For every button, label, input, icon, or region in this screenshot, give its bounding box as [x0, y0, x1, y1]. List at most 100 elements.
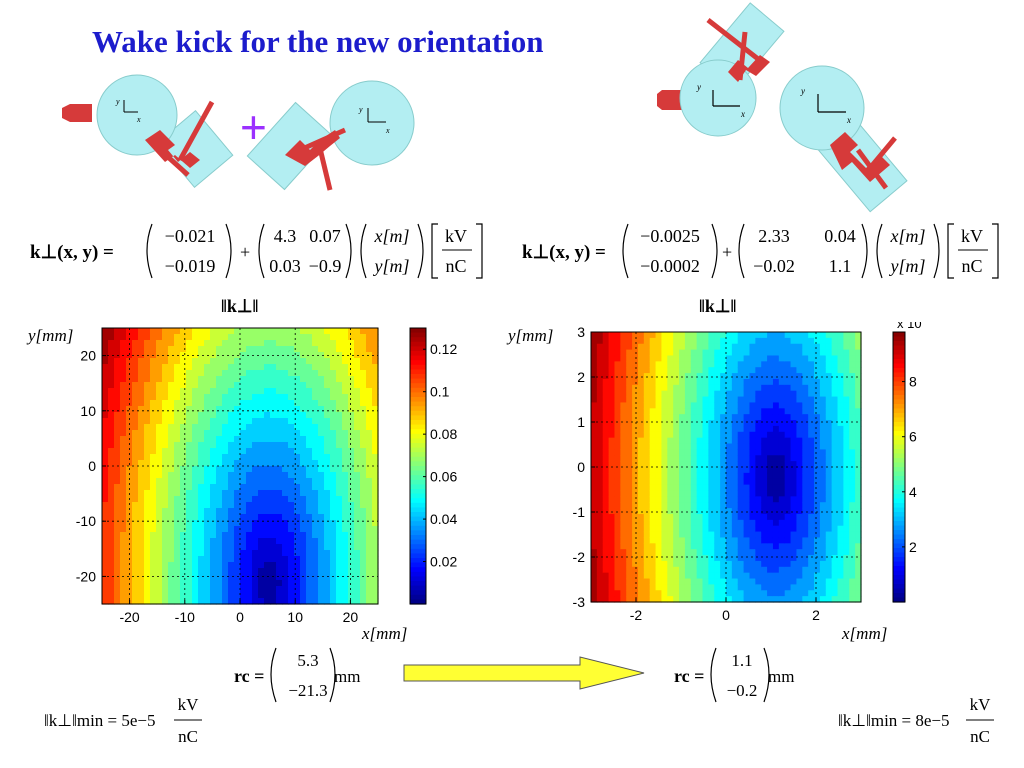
heatmap-cell — [673, 425, 680, 433]
heatmap-cell — [246, 550, 253, 557]
heatmap-cell — [366, 412, 373, 419]
heatmap-cell — [264, 520, 271, 527]
colorbar-step — [893, 507, 905, 513]
heatmap-cell — [234, 550, 241, 557]
heatmap-cell — [234, 490, 241, 497]
heatmap-cell — [802, 537, 809, 544]
heatmap-cell — [174, 364, 181, 371]
heatmap-cell — [637, 508, 645, 515]
heatmap-cell — [342, 406, 349, 413]
heatmap-cell — [174, 556, 181, 563]
heatmap-cell — [204, 460, 211, 467]
heatmap-cell — [180, 400, 187, 407]
heatmap-cell — [372, 496, 379, 503]
heatmap-cell — [276, 370, 283, 377]
heatmap-cell — [336, 406, 343, 413]
heatmap-cell — [150, 550, 157, 557]
heatmap-cell — [348, 424, 355, 431]
heatmap-cell — [168, 388, 175, 395]
heatmap-cell — [726, 578, 733, 585]
heatmap-cell — [855, 390, 862, 398]
heatmap-cell — [702, 367, 709, 374]
heatmap-cell — [318, 592, 325, 599]
heatmap-cell — [174, 568, 181, 575]
heatmap-cell — [126, 364, 133, 371]
heatmap-cell — [210, 574, 217, 581]
heatmap-cell — [673, 560, 680, 568]
heatmap-cell — [626, 425, 633, 433]
heatmap-cell — [234, 538, 241, 545]
heatmap-cell — [336, 532, 343, 539]
heatmap-cell — [726, 384, 733, 392]
axis-label-y: y — [358, 105, 363, 114]
heatmap-cell — [324, 346, 331, 353]
heatmap-cell — [749, 343, 756, 351]
heatmap-cell — [198, 496, 205, 503]
heatmap-cell — [831, 584, 839, 591]
heatmap-cell — [336, 340, 343, 347]
heatmap-cell — [132, 502, 139, 509]
heatmap-cell — [192, 436, 199, 443]
heatmap-cell — [837, 443, 844, 450]
heatmap-cell — [696, 355, 704, 362]
heatmap-cell — [180, 406, 187, 413]
heatmap-cell — [288, 334, 295, 341]
heatmap-cell — [790, 508, 798, 515]
heatmap-cell — [825, 525, 833, 533]
heatmap-cell — [855, 525, 862, 533]
heatmap-cell — [336, 376, 343, 383]
y-tick-label: 0 — [577, 459, 585, 475]
heatmap-cell — [216, 490, 223, 497]
heatmap-cell — [282, 598, 289, 605]
heatmap-cell — [596, 537, 604, 544]
heatmap-cell — [366, 556, 373, 563]
heatmap-cell — [264, 412, 271, 419]
heatmap-cell — [819, 578, 827, 585]
heatmap-cell — [318, 568, 325, 575]
heatmap-cell — [796, 437, 803, 445]
heatmap-cell — [731, 378, 739, 386]
heatmap-cell — [825, 531, 833, 539]
heatmap-cell — [210, 580, 217, 587]
heatmap-cell — [144, 358, 151, 365]
heatmap-cell — [743, 472, 751, 480]
heatmap-cell — [673, 396, 680, 404]
heatmap-cell — [324, 538, 331, 545]
heatmap-cell — [294, 580, 301, 587]
heatmap-cell — [354, 418, 361, 425]
heatmap-cell — [150, 436, 157, 443]
heatmap-cell — [614, 596, 621, 603]
heatmap-cell — [162, 484, 169, 491]
heatmap-cell — [216, 400, 223, 407]
heatmap-cell — [731, 396, 739, 404]
heatmap-cell — [837, 555, 844, 562]
heatmap-cell — [186, 460, 193, 467]
axes-icon: y x — [115, 97, 141, 124]
colorbar-step — [893, 372, 905, 378]
heatmap-cell — [306, 334, 313, 341]
heatmap-cell — [102, 520, 109, 527]
heatmap-cell — [825, 373, 833, 380]
heatmap-cell — [258, 574, 265, 581]
heatmap-cell — [150, 478, 157, 485]
heatmap-cell — [608, 337, 616, 345]
heatmap-cell — [240, 328, 247, 335]
heatmap-cell — [108, 394, 115, 401]
heatmap-cell — [643, 560, 651, 568]
heatmap-cell — [849, 414, 856, 421]
heatmap-cell — [661, 361, 668, 368]
heatmap-cell — [216, 430, 223, 437]
heatmap-cell — [784, 519, 792, 527]
heatmap-cell — [614, 508, 621, 515]
heatmap-cell — [234, 580, 241, 587]
heatmap-cell — [282, 394, 289, 401]
heatmap-cell — [168, 502, 175, 509]
heatmap-cell — [312, 562, 319, 569]
heatmap-cell — [749, 408, 756, 415]
heatmap-cell — [761, 555, 768, 562]
heatmap-cell — [366, 532, 373, 539]
colorbar-step — [893, 485, 905, 491]
colorbar-step — [410, 544, 426, 550]
heatmap-cell — [679, 390, 686, 398]
heatmap-cell — [608, 355, 616, 362]
